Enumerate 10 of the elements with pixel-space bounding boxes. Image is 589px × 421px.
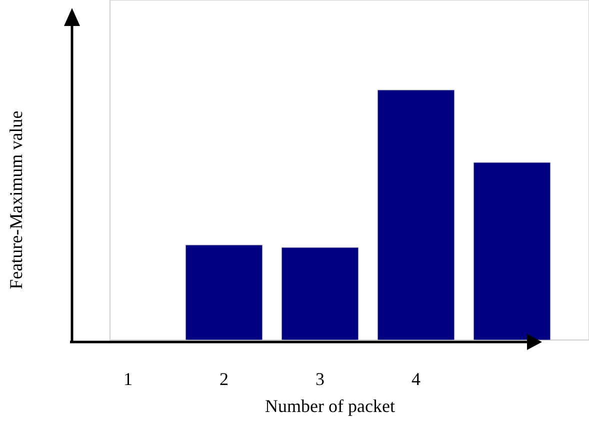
bar [473,162,551,340]
x-axis-title: Number of packet [265,396,395,416]
x-tick-label: 4 [412,369,420,389]
y-axis-title: Feature-Maximum value [6,110,26,290]
x-tick-label: 1 [124,369,132,389]
x-tick-label: 3 [316,369,324,389]
bar [281,247,359,340]
bar [185,244,263,340]
bar [377,90,455,340]
x-tick-label: 2 [220,369,228,389]
